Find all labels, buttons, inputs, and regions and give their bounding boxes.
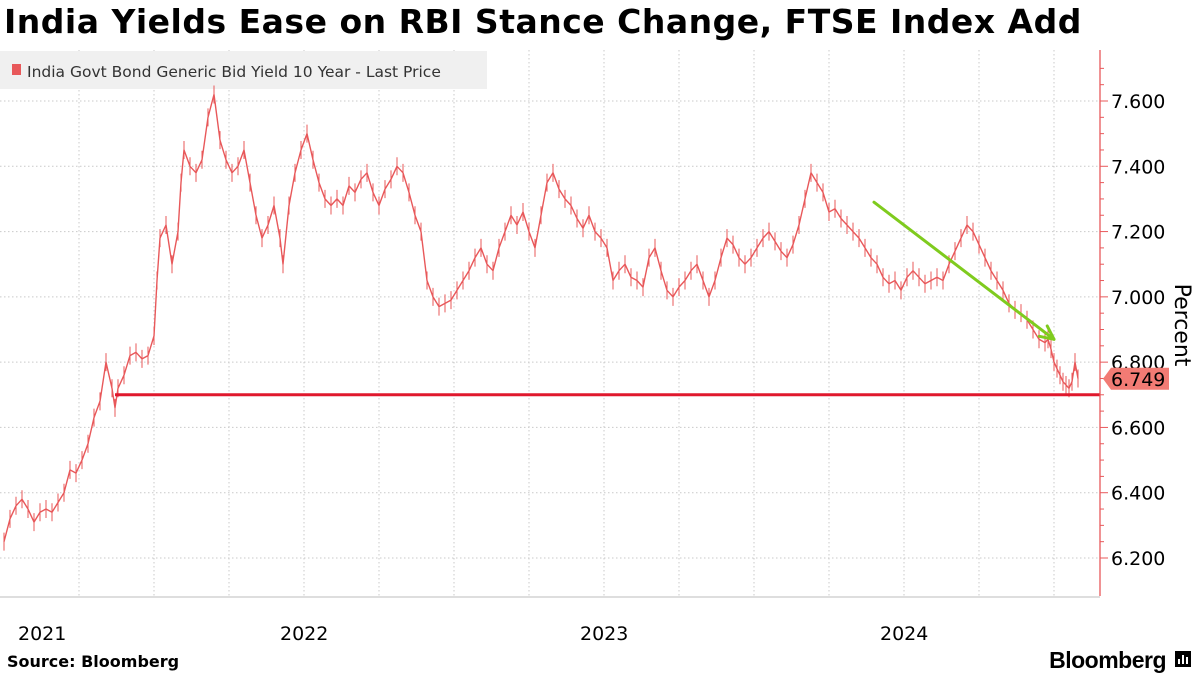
trend-arrow-shaft [872, 200, 1056, 341]
x-tick-label: 2024 [880, 623, 928, 645]
axes: 7.6007.4007.2007.0006.8006.6006.4006.200… [0, 50, 1169, 645]
legend: India Govt Bond Generic Bid Yield 10 Yea… [0, 51, 487, 89]
legend-swatch [12, 64, 21, 75]
last-value-tag [1103, 367, 1169, 390]
x-tick-label: 2022 [280, 623, 328, 645]
legend-label: India Govt Bond Generic Bid Yield 10 Yea… [27, 63, 441, 81]
y-tick-label: 7.200 [1111, 222, 1165, 244]
overlays [115, 200, 1100, 397]
chart-title: India Yields Ease on RBI Stance Change, … [4, 2, 1082, 41]
y-axis-label: Percent [1169, 284, 1194, 367]
y-tick-label: 7.000 [1111, 287, 1165, 309]
last-value-label: 6.749 [1111, 369, 1165, 391]
y-tick-label: 6.400 [1111, 483, 1165, 505]
gridlines [0, 50, 1100, 596]
x-tick-label: 2021 [18, 623, 66, 645]
trend-arrow-head [1037, 324, 1056, 341]
y-tick-label: 6.600 [1111, 417, 1165, 439]
x-tick-label: 2023 [580, 623, 628, 645]
y-tick-label: 7.600 [1111, 91, 1165, 113]
bloomberg-icon [1175, 651, 1191, 667]
y-tick-label: 7.400 [1111, 156, 1165, 178]
series-line [3, 93, 1079, 542]
y-tick-label: 6.200 [1111, 548, 1165, 570]
series-group [3, 85, 1079, 551]
source-note: Source: Bloomberg [7, 652, 180, 671]
bloomberg-logo: Bloomberg [1049, 647, 1166, 673]
legend-background [0, 51, 487, 89]
